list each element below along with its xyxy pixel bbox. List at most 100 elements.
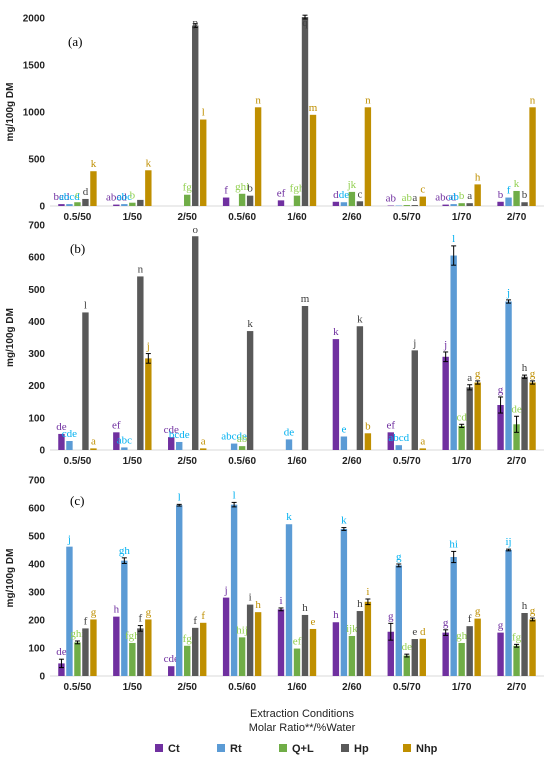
significance-letter: a (91, 435, 96, 447)
bar-q-l-1-70 (458, 203, 465, 206)
significance-letter: g (443, 617, 449, 629)
bar-nhp-0-5-50 (90, 448, 97, 450)
bar-rt-2-70 (505, 301, 512, 450)
bar-hp-0-5-50 (82, 312, 89, 450)
significance-letter: g (388, 610, 394, 622)
bar-hp-1-60 (301, 614, 309, 676)
y-tick-label: 0 (39, 202, 45, 213)
significance-letter: k (286, 511, 292, 523)
significance-letter: g (146, 606, 152, 618)
y-tick-label: 400 (28, 317, 45, 328)
significance-letter: g (498, 620, 504, 632)
bar-q-l-0-5-50 (74, 202, 81, 206)
y-axis-label: mg/100g DM (5, 308, 16, 367)
significance-letter: m (301, 293, 310, 305)
bar-q-l-1-60 (293, 648, 301, 676)
significance-letter: l (178, 491, 181, 503)
bar-nhp-2-70 (529, 107, 536, 206)
bar-rt-1-50 (121, 204, 128, 206)
significance-letter: ghi (70, 628, 84, 640)
significance-letter: cde (164, 653, 179, 665)
bar-q-l-2-60 (348, 635, 356, 676)
significance-letter: ij (505, 536, 511, 548)
bar-rt-1-60 (285, 439, 293, 450)
significance-letter: cd (456, 411, 467, 423)
bar-ct-0-5-50 (58, 433, 65, 450)
x-tick-label: 0.5/70 (393, 456, 421, 467)
significance-letter: de (402, 641, 413, 653)
significance-letter: i (366, 586, 369, 598)
bar-hp-0-5-60 (246, 604, 254, 676)
significance-letter: n (365, 94, 371, 106)
bar-hp-1-70 (466, 203, 473, 206)
significance-letter: b (498, 189, 504, 201)
significance-letter: e (341, 424, 346, 436)
significance-letter: b (522, 189, 528, 201)
bar-hp-0-5-50 (82, 198, 89, 206)
bar-rt-2-70 (505, 197, 512, 206)
bar-ct-0-5-70 (387, 631, 394, 676)
significance-letter: ab (402, 192, 413, 204)
significance-letter: gh (456, 630, 468, 642)
x-tick-label: 2/50 (177, 456, 197, 467)
bar-hp-2-50 (192, 25, 199, 206)
legend: Ct Rt Q+L Hp Nhp (155, 743, 438, 755)
panel-2: 0 100 200 300 400 500 600 700 mg/100g DM (b) 0.5/5… (5, 221, 544, 467)
significance-letter: k (514, 178, 520, 190)
bar-nhp-0-5-70 (419, 638, 426, 676)
bar-q-l-0-5-70 (403, 205, 410, 206)
significance-letter: de (284, 426, 295, 438)
bar-rt-1-60 (285, 524, 293, 676)
significance-letter: i (279, 595, 282, 607)
bar-nhp-2-70 (529, 382, 536, 450)
bar-hp-0-5-60 (246, 331, 254, 450)
bar-ct-1-60 (277, 200, 285, 206)
significance-letter: g (396, 551, 402, 563)
significance-letter: abc (117, 434, 132, 446)
significance-letter: j (443, 339, 447, 351)
bar-nhp-0-5-60 (254, 107, 262, 206)
significance-letter: fg (512, 631, 522, 643)
significance-letter: j (224, 585, 228, 597)
significance-letter: o (192, 224, 198, 236)
significance-letter: j (67, 534, 71, 546)
significance-letter: ef (387, 419, 396, 431)
significance-letter: f (84, 615, 88, 627)
legend-swatch-q-l (279, 744, 287, 752)
legend-swatch-hp (341, 744, 349, 752)
bar-hp-1-60 (301, 306, 309, 450)
y-tick-label: 500 (28, 532, 45, 543)
bar-ct-2-70 (497, 405, 504, 450)
significance-letter: de (56, 646, 67, 658)
panel-3: 0 100 200 300 400 500 600 700 mg/100g DM (c) 0.5/5… (5, 476, 544, 693)
bar-q-l-1-70 (458, 642, 465, 676)
significance-letter: cde (164, 424, 179, 436)
significance-letter: ab (237, 433, 248, 445)
significance-letter: abcd (388, 432, 409, 444)
bar-q-l-2-50 (184, 645, 191, 676)
significance-letter: c (420, 184, 425, 196)
x-tick-label: 1/60 (287, 682, 307, 693)
bar-ct-2-50 (168, 666, 175, 676)
bar-ct-1-70 (442, 632, 449, 676)
y-tick-label: 1000 (23, 108, 46, 119)
significance-letter: f (224, 185, 228, 197)
significance-letter: b (365, 420, 371, 432)
bar-rt-1-70 (450, 255, 457, 450)
x-tick-label: 0.5/50 (64, 212, 92, 223)
x-tick-label: 0.5/60 (228, 456, 256, 467)
x-tick-label: 2/70 (507, 456, 527, 467)
significance-letter: f (201, 610, 205, 622)
bar-q-l-2-50 (184, 194, 191, 206)
significance-letter: abcde (221, 431, 247, 443)
y-tick-label: 300 (28, 349, 45, 360)
bar-ct-2-70 (497, 632, 504, 676)
y-tick-label: 500 (28, 155, 45, 166)
y-axis-label: mg/100g DM (5, 549, 16, 608)
bar-ct-0-5-70 (387, 432, 394, 450)
bar-nhp-1-60 (309, 628, 317, 676)
bar-nhp-2-60 (364, 433, 372, 450)
significance-letter: k (357, 313, 363, 325)
significance-letter: ijk (346, 623, 358, 635)
